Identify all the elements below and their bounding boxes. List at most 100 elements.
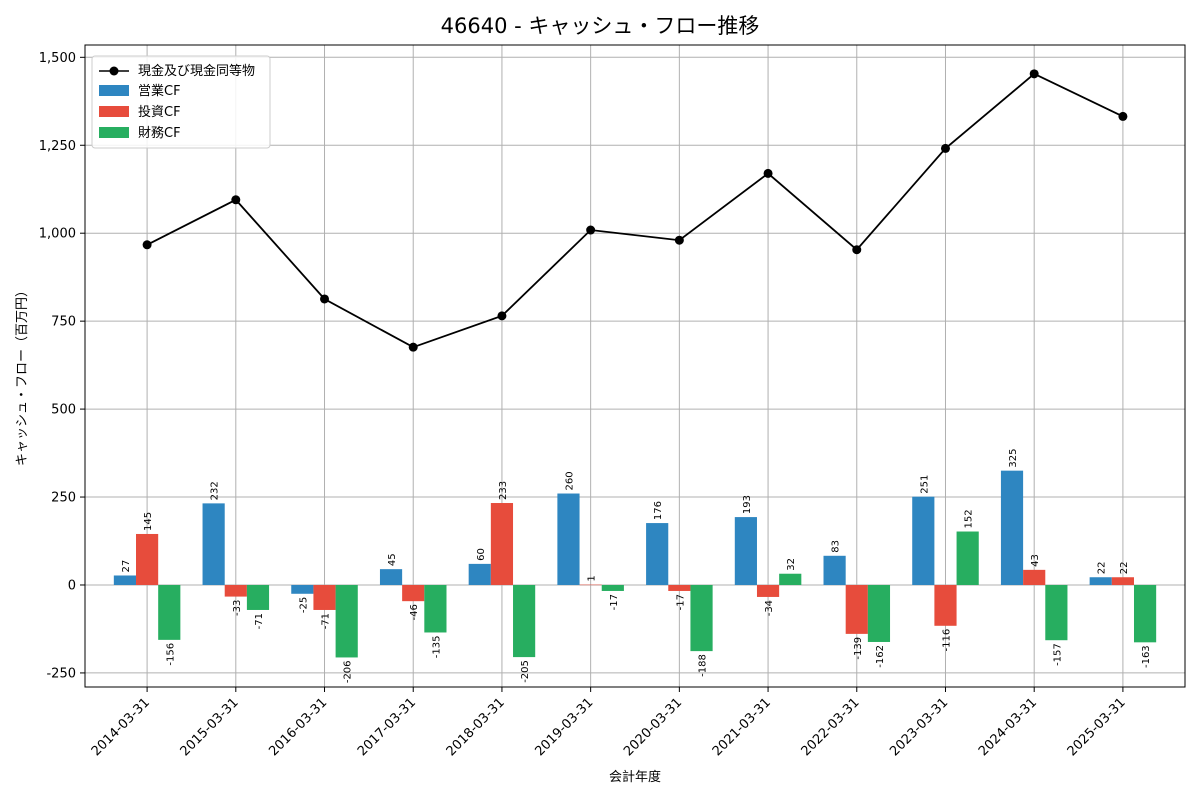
bar bbox=[335, 584, 358, 658]
cash-point bbox=[231, 195, 241, 205]
legend-swatch-financing bbox=[99, 127, 129, 138]
bar-value-label: 145 bbox=[143, 512, 154, 531]
bar bbox=[867, 584, 891, 642]
bar-value-label: -17 bbox=[675, 594, 686, 610]
bar-value-label: 193 bbox=[742, 495, 753, 514]
legend-label-financing: 財務CF bbox=[138, 126, 181, 141]
x-tick-label: 2022-03-31 bbox=[799, 695, 863, 759]
legend-line-marker bbox=[109, 66, 119, 76]
bar-value-label: -135 bbox=[431, 635, 442, 658]
y-tick-label: 1,500 bbox=[39, 51, 76, 66]
legend: 現金及び現金同等物 営業CF 投資CF 財務CF bbox=[91, 55, 271, 149]
grid-lines bbox=[85, 45, 1185, 687]
bar-value-label: 233 bbox=[498, 481, 509, 500]
legend-swatch-operating bbox=[99, 85, 129, 96]
cash-point bbox=[940, 143, 950, 153]
cash-point bbox=[142, 240, 152, 250]
bar-value-label: -71 bbox=[321, 613, 332, 629]
x-axis-title: 会計年度 bbox=[609, 769, 661, 785]
bar-value-label: -206 bbox=[343, 660, 354, 683]
bar bbox=[734, 517, 757, 585]
bar-value-label: -46 bbox=[409, 604, 420, 620]
x-tick-label: 2019-03-31 bbox=[532, 695, 596, 759]
bar-value-label: 45 bbox=[387, 553, 398, 566]
bar bbox=[468, 563, 491, 585]
bar bbox=[424, 584, 447, 633]
y-tick-label: 1,250 bbox=[39, 139, 76, 154]
legend-label-investing: 投資CF bbox=[138, 104, 181, 120]
x-tick-label: 2014-03-31 bbox=[89, 695, 153, 759]
bar-value-label: 32 bbox=[786, 558, 797, 571]
bar bbox=[823, 555, 846, 585]
x-tick-label: 2018-03-31 bbox=[444, 695, 508, 759]
axes-group: -250 0 250 500 750 1,000 1,250 1,500 2014-03-31 2… bbox=[39, 51, 1129, 759]
legend-label-operating: 営業CF bbox=[138, 83, 181, 99]
chart-title: 46640 - キャッシュ・フロー推移 bbox=[441, 14, 760, 38]
bar bbox=[601, 584, 624, 591]
bar bbox=[668, 584, 691, 591]
bar-value-label: -163 bbox=[1141, 645, 1152, 668]
bar bbox=[934, 584, 957, 626]
bar bbox=[513, 584, 536, 658]
bar bbox=[779, 573, 802, 585]
y-tick-label: 500 bbox=[51, 403, 76, 418]
bar bbox=[1089, 577, 1112, 585]
bar-value-label: 152 bbox=[964, 509, 975, 528]
bar bbox=[579, 584, 602, 586]
x-tick-label: 2017-03-31 bbox=[355, 695, 419, 759]
cash-point bbox=[1118, 111, 1128, 121]
bar-value-label: 325 bbox=[1008, 449, 1019, 468]
bar bbox=[202, 503, 225, 585]
bar bbox=[690, 584, 713, 652]
cash-point bbox=[408, 342, 418, 352]
bar-value-label: -156 bbox=[165, 643, 176, 666]
bar bbox=[1045, 584, 1068, 641]
y-tick-label: 250 bbox=[51, 491, 76, 506]
bar-value-label: -205 bbox=[520, 660, 531, 683]
bar-value-label: -17 bbox=[609, 594, 620, 610]
bar-value-label: -162 bbox=[875, 645, 886, 668]
bar bbox=[1111, 577, 1134, 585]
bar bbox=[158, 584, 181, 640]
bar bbox=[1023, 569, 1046, 585]
y-axis-title: キャッシュ・フロー（百万円） bbox=[15, 284, 30, 466]
bars-group bbox=[113, 470, 1157, 658]
bar bbox=[313, 584, 336, 610]
x-tick-label: 2024-03-31 bbox=[976, 695, 1040, 759]
bar bbox=[956, 531, 979, 585]
bar-value-label: 22 bbox=[1119, 562, 1130, 575]
bar-value-label: -116 bbox=[941, 629, 952, 652]
bar-value-label: 43 bbox=[1030, 554, 1041, 567]
y-tick-label: 1,000 bbox=[39, 227, 76, 242]
bar-value-label: 27 bbox=[121, 560, 132, 573]
bar bbox=[845, 584, 868, 634]
bar bbox=[291, 584, 314, 594]
bar-value-label: 22 bbox=[1097, 562, 1108, 575]
x-tick-label: 2020-03-31 bbox=[621, 695, 685, 759]
bar-value-label: 251 bbox=[919, 475, 930, 494]
bar-value-label: -188 bbox=[698, 654, 709, 677]
bar-value-label: 260 bbox=[564, 471, 575, 490]
x-tick-label: 2016-03-31 bbox=[266, 695, 330, 759]
x-tick-label: 2015-03-31 bbox=[178, 695, 242, 759]
bar bbox=[912, 496, 935, 585]
legend-label-cash: 現金及び現金同等物 bbox=[138, 63, 255, 79]
bar bbox=[224, 584, 247, 597]
bar bbox=[113, 575, 137, 585]
bar-value-label: 176 bbox=[653, 501, 664, 520]
bar-value-label: -71 bbox=[254, 613, 265, 629]
cash-point bbox=[586, 225, 596, 235]
bar bbox=[402, 584, 425, 602]
y-tick-label: 750 bbox=[51, 315, 76, 330]
bar-value-label: 83 bbox=[831, 540, 842, 553]
y-tick-label: 0 bbox=[68, 578, 76, 593]
bar-value-label: -25 bbox=[298, 597, 309, 613]
bar-value-label: 232 bbox=[210, 481, 221, 500]
bar-value-label: -34 bbox=[764, 600, 775, 616]
x-tick-label: 2025-03-31 bbox=[1065, 695, 1129, 759]
bar-value-label: 1 bbox=[587, 575, 598, 581]
cash-point bbox=[763, 168, 773, 178]
bar-value-label: -157 bbox=[1052, 643, 1063, 666]
